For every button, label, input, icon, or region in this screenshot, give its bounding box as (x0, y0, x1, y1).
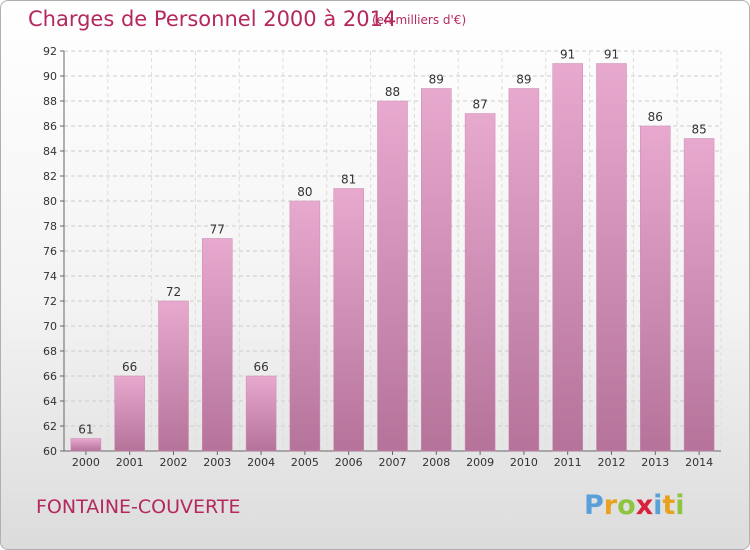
bars (70, 63, 715, 452)
x-tick-label: 2009 (466, 456, 494, 469)
y-tick-label: 92 (43, 45, 57, 58)
value-label: 86 (648, 110, 663, 124)
x-tick-label: 2002 (160, 456, 188, 469)
bar-2011[interactable] (552, 63, 583, 452)
value-label: 61 (78, 423, 93, 437)
chart-unit: (en milliers d'€) (372, 13, 467, 27)
logo-letter: o (617, 490, 636, 521)
y-tick-label: 64 (43, 395, 57, 408)
x-tick-label: 2001 (116, 456, 144, 469)
proxiti-logo[interactable]: Proxiti (584, 490, 685, 521)
x-tick-label: 2005 (291, 456, 319, 469)
y-tick-label: 80 (43, 195, 57, 208)
bar-2014[interactable] (683, 138, 715, 452)
value-label: 91 (560, 48, 575, 62)
y-tick-label: 60 (43, 445, 57, 458)
bar-2004[interactable] (245, 375, 277, 452)
value-label: 66 (253, 360, 268, 374)
y-tick-label: 68 (43, 345, 57, 358)
bar-2006[interactable] (333, 188, 364, 452)
y-tick-label: 84 (43, 145, 57, 158)
x-tick-label: 2010 (510, 456, 538, 469)
value-label: 80 (297, 185, 312, 199)
x-tick-label: 2012 (598, 456, 626, 469)
y-tick-label: 82 (43, 170, 57, 183)
logo-letter: P (584, 490, 604, 521)
value-label: 72 (166, 285, 181, 299)
y-tick-label: 76 (43, 245, 57, 258)
value-label: 91 (604, 48, 619, 62)
y-tick-label: 74 (43, 270, 57, 283)
bar-2010[interactable] (508, 88, 540, 452)
value-label: 89 (516, 73, 531, 87)
bar-2001[interactable] (114, 375, 145, 452)
logo-letter: x (635, 490, 654, 521)
x-tick-label: 2004 (247, 456, 275, 469)
y-tick-label: 62 (43, 420, 57, 433)
y-tick-label: 70 (43, 320, 57, 333)
x-tick-label: 2013 (641, 456, 669, 469)
x-tick-label: 2000 (72, 456, 100, 469)
bar-2003[interactable] (202, 238, 233, 452)
x-tick-label: 2006 (335, 456, 363, 469)
y-tick-label: 78 (43, 220, 57, 233)
logo-letter: i (653, 490, 663, 521)
logo-letter: t (662, 490, 676, 521)
logo-letter: i (675, 490, 685, 521)
bar-2008[interactable] (421, 88, 452, 452)
bar-2013[interactable] (640, 125, 671, 452)
x-tick-label: 2007 (379, 456, 407, 469)
chart-title: Charges de Personnel 2000 à 2014 (28, 7, 397, 31)
x-tick-label: 2014 (685, 456, 713, 469)
y-tick-label: 66 (43, 370, 57, 383)
bar-2000[interactable] (70, 438, 102, 452)
bar-2002[interactable] (158, 300, 189, 452)
value-label: 66 (122, 360, 137, 374)
value-label: 85 (691, 123, 706, 137)
logo-letter: r (603, 490, 618, 521)
x-tick-label: 2003 (203, 456, 231, 469)
bar-2009[interactable] (464, 113, 496, 452)
bar-2007[interactable] (377, 100, 408, 452)
value-label: 88 (385, 85, 400, 99)
y-tick-label: 72 (43, 295, 57, 308)
y-tick-label: 86 (43, 120, 57, 133)
bar-2012[interactable] (596, 63, 627, 452)
x-tick-label: 2008 (422, 456, 450, 469)
y-tick-label: 90 (43, 70, 57, 83)
value-label: 81 (341, 173, 356, 187)
commune-name: FONTAINE-COUVERTE (36, 496, 241, 518)
y-tick-label: 88 (43, 95, 57, 108)
x-tick-label: 2011 (554, 456, 582, 469)
value-label: 77 (210, 223, 225, 237)
bar-2005[interactable] (289, 200, 321, 452)
value-label: 87 (472, 98, 487, 112)
value-label: 89 (429, 73, 444, 87)
data-labels: 61 66 72 77 66 80 81 88 89 87 89 91 91 86 85 (78, 48, 706, 437)
